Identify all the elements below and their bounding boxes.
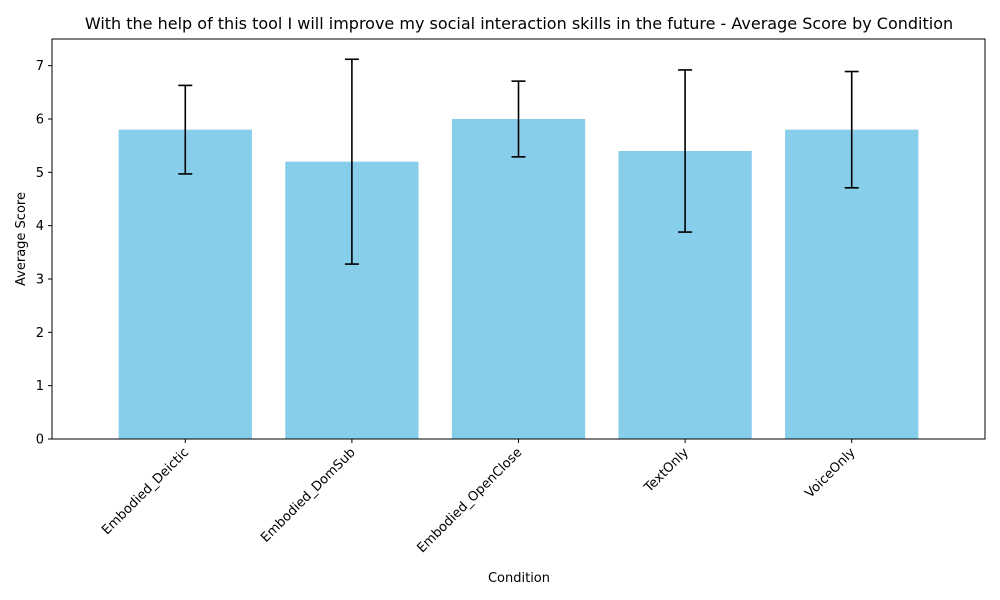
x-tick-label-Embodied_DomSub: Embodied_DomSub <box>258 445 358 545</box>
x-tick-label-Embodied_OpenClose: Embodied_OpenClose <box>414 445 525 556</box>
y-tick-label-5: 5 <box>36 166 44 181</box>
y-tick-label-6: 6 <box>36 113 44 128</box>
x-axis-label: Condition <box>488 571 550 586</box>
chart-title: With the help of this tool I will improv… <box>85 14 953 33</box>
y-tick-label-2: 2 <box>36 326 44 341</box>
y-tick-label-0: 0 <box>36 433 44 448</box>
bar-Embodied_Deictic <box>118 129 252 439</box>
bar-Embodied_OpenClose <box>451 119 586 439</box>
y-tick-label-7: 7 <box>36 59 44 74</box>
y-tick-label-4: 4 <box>36 219 44 234</box>
x-tick-label-VoiceOnly: VoiceOnly <box>802 445 858 501</box>
y-tick-label-1: 1 <box>36 379 44 394</box>
plot-area: Embodied_Deictic Embodied_DomSub Embodied_… <box>36 38 986 556</box>
axes-frame <box>51 38 986 440</box>
x-tick-label-Embodied_Deictic: Embodied_Deictic <box>99 445 192 538</box>
x-tick-label-TextOnly: TextOnly <box>641 445 692 496</box>
y-axis-label: Average Score <box>14 192 29 286</box>
y-tick-label-3: 3 <box>36 273 44 288</box>
